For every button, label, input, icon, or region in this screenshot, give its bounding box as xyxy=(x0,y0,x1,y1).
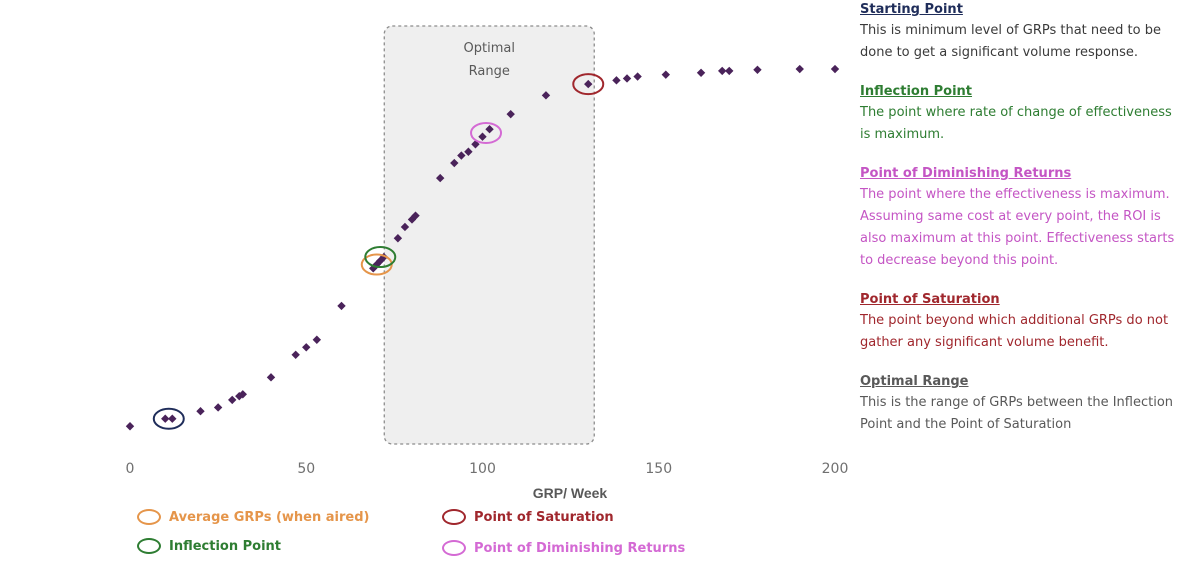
legend-ring-inflection xyxy=(137,538,161,554)
highlight-ring xyxy=(470,121,503,144)
data-point xyxy=(302,343,311,352)
scatter-chart: Optimal Range 0 50 100 150 200 GRP/ Week xyxy=(125,25,849,500)
legend-label: Inflection Point xyxy=(169,538,282,554)
data-point xyxy=(450,158,459,168)
data-point xyxy=(485,125,494,134)
data-point xyxy=(457,151,466,160)
legend-item-diminishing: Point of Diminishing Returns xyxy=(442,540,685,556)
data-point xyxy=(266,373,276,382)
data-point xyxy=(291,350,300,359)
data-point xyxy=(830,64,840,74)
x-tick-label: 200 xyxy=(822,461,849,477)
definition-text: This is the range of GRPs between the In… xyxy=(860,395,1174,432)
x-tick-label: 100 xyxy=(469,461,496,477)
definition-diminishing-returns: Point of Diminishing Returns The point w… xyxy=(860,164,1185,272)
definition-optimal-range: Optimal Range This is the range of GRPs … xyxy=(860,372,1185,436)
legend-ring-diminishing xyxy=(442,540,466,556)
legend-ring-saturation xyxy=(442,509,466,525)
data-point xyxy=(541,91,551,100)
data-point xyxy=(506,109,515,119)
definitions-panel: Starting Point This is minimum level of … xyxy=(860,0,1185,454)
optimal-range-label: Optimal xyxy=(464,41,515,56)
data-point xyxy=(407,215,417,224)
highlight-ring xyxy=(572,73,605,96)
data-point xyxy=(661,70,670,79)
legend-ring-average-grps xyxy=(137,509,161,525)
data-point xyxy=(612,76,621,85)
definition-title: Point of Saturation xyxy=(860,292,1000,307)
definition-title: Inflection Point xyxy=(860,84,973,99)
x-tick-label: 50 xyxy=(297,461,315,477)
data-point xyxy=(168,414,177,423)
legend-item-saturation: Point of Saturation xyxy=(442,509,614,525)
legend-item-inflection: Inflection Point xyxy=(137,538,281,554)
legend-label: Point of Saturation xyxy=(474,509,614,525)
definition-saturation: Point of Saturation The point beyond whi… xyxy=(860,290,1185,354)
definition-inflection-point: Inflection Point The point where rate of… xyxy=(860,82,1185,146)
data-point xyxy=(400,222,410,232)
legend-label: Average GRPs (when aired) xyxy=(169,509,370,525)
data-point xyxy=(196,407,205,416)
highlight-ring xyxy=(152,407,185,430)
data-point xyxy=(436,173,445,183)
data-point xyxy=(161,414,170,423)
data-point xyxy=(622,74,632,83)
data-point xyxy=(725,66,734,76)
data-point xyxy=(753,65,762,74)
legend-label: Point of Diminishing Returns xyxy=(474,540,686,556)
data-point xyxy=(228,395,237,405)
data-point xyxy=(238,390,247,399)
definition-text: The point beyond which additional GRPs d… xyxy=(860,313,1169,350)
definition-title: Optimal Range xyxy=(860,374,969,389)
definition-title: Point of Diminishing Returns xyxy=(860,166,1072,181)
x-axis-title: GRP/ Week xyxy=(533,485,608,500)
definition-text: The point where rate of change of effect… xyxy=(860,105,1172,142)
data-point xyxy=(478,132,487,141)
data-point xyxy=(125,422,135,431)
data-point xyxy=(312,335,322,344)
highlight-ring xyxy=(364,246,397,269)
data-point xyxy=(718,66,727,76)
data-point xyxy=(633,72,642,81)
optimal-range-box xyxy=(383,25,595,445)
data-point xyxy=(584,79,593,89)
data-point xyxy=(696,68,706,77)
data-point xyxy=(411,211,420,220)
x-tick-label: 0 xyxy=(126,461,135,477)
definition-title: Starting Point xyxy=(860,2,963,17)
definition-text: This is minimum level of GRPs that need … xyxy=(860,23,1161,60)
data-point xyxy=(393,234,403,243)
definition-text: The point where the effectiveness is max… xyxy=(860,187,1175,268)
legend-item-average-grps: Average GRPs (when aired) xyxy=(137,509,369,525)
data-point xyxy=(795,64,804,74)
data-point xyxy=(213,403,223,412)
data-point xyxy=(464,147,473,156)
optimal-range-label: Range xyxy=(469,64,510,79)
x-tick-label: 150 xyxy=(645,461,672,477)
definition-starting-point: Starting Point This is minimum level of … xyxy=(860,0,1185,64)
data-point xyxy=(337,301,346,311)
